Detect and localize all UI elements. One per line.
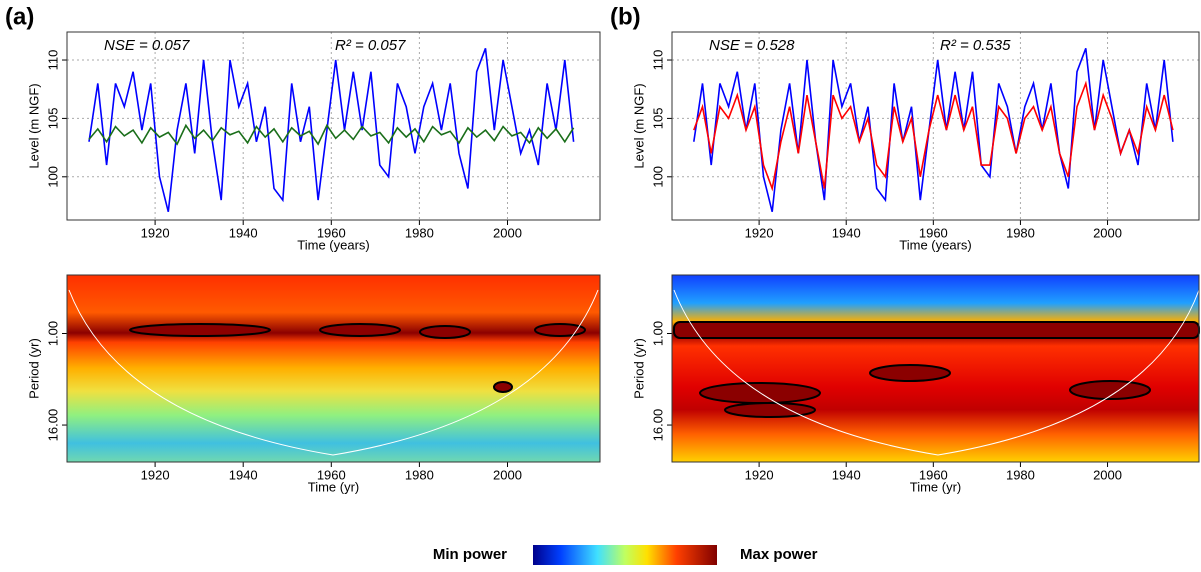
x-tick-label: 1960 xyxy=(317,225,346,240)
annotation: R² = 0.535 xyxy=(940,37,1011,54)
wavelet-field xyxy=(67,275,600,462)
plot-frame xyxy=(671,31,1200,221)
x-tick-label: 2000 xyxy=(1093,225,1122,240)
x-tick-label: 1920 xyxy=(141,467,170,482)
x-tick-label: 1980 xyxy=(405,225,434,240)
y-tick-label: 16.00 xyxy=(45,409,60,442)
y-axis-label: Level (m NGF) xyxy=(631,83,646,168)
annotation: R² = 0.057 xyxy=(335,37,406,54)
x-tick-label: 1980 xyxy=(1006,467,1035,482)
plot-frame xyxy=(66,274,601,463)
x-axis-label: Time (years) xyxy=(297,237,369,252)
x-tick-label: 2000 xyxy=(493,467,522,482)
x-tick-label: 1940 xyxy=(832,467,861,482)
y-tick-label: 1.00 xyxy=(650,321,665,346)
x-tick-label: 1960 xyxy=(317,467,346,482)
y-axis-label: Level (m NGF) xyxy=(26,83,41,168)
contours xyxy=(673,321,1200,418)
x-tick-label: 1980 xyxy=(1006,225,1035,240)
series-line xyxy=(693,48,1174,212)
series-line xyxy=(88,48,575,212)
cone-of-influence xyxy=(673,289,1200,456)
x-tick-label: 2000 xyxy=(1093,467,1122,482)
x-tick-label: 1960 xyxy=(919,467,948,482)
y-tick-label: 1.00 xyxy=(45,321,60,346)
y-axis-label: Period (yr) xyxy=(631,338,646,399)
x-tick-label: 1980 xyxy=(405,467,434,482)
y-tick-label: 105 xyxy=(45,108,60,130)
plot-frame xyxy=(671,274,1200,463)
y-tick-label: 105 xyxy=(650,108,665,130)
series-line xyxy=(693,80,1174,192)
annotation: NSE = 0.057 xyxy=(104,37,190,54)
x-tick-label: 2000 xyxy=(493,225,522,240)
colorbar xyxy=(533,545,717,565)
y-tick-label: 100 xyxy=(45,166,60,188)
colorbar-min: Min power xyxy=(433,546,507,563)
x-tick-label: 1920 xyxy=(141,225,170,240)
y-tick-label: 16.00 xyxy=(650,409,665,442)
plot-frame xyxy=(66,31,601,221)
y-tick-label: 100 xyxy=(650,166,665,188)
x-tick-label: 1940 xyxy=(229,467,258,482)
y-tick-label: 110 xyxy=(45,50,60,71)
x-tick-label: 1960 xyxy=(919,225,948,240)
y-axis-label: Period (yr) xyxy=(26,338,41,399)
x-tick-label: 1920 xyxy=(745,225,774,240)
x-axis-label: Time (yr) xyxy=(308,479,360,494)
annotation: NSE = 0.528 xyxy=(709,37,795,54)
colorbar-max: Max power xyxy=(740,546,818,563)
x-axis-label: Time (yr) xyxy=(910,479,962,494)
cone-of-influence xyxy=(68,289,599,456)
panel-label: (b) xyxy=(610,3,641,30)
panel-label: (a) xyxy=(5,3,34,30)
x-tick-label: 1920 xyxy=(745,467,774,482)
x-tick-label: 1940 xyxy=(832,225,861,240)
x-tick-label: 1940 xyxy=(229,225,258,240)
y-tick-label: 110 xyxy=(650,50,665,71)
x-axis-label: Time (years) xyxy=(899,237,971,252)
series-line xyxy=(88,123,575,146)
contours xyxy=(129,323,586,393)
